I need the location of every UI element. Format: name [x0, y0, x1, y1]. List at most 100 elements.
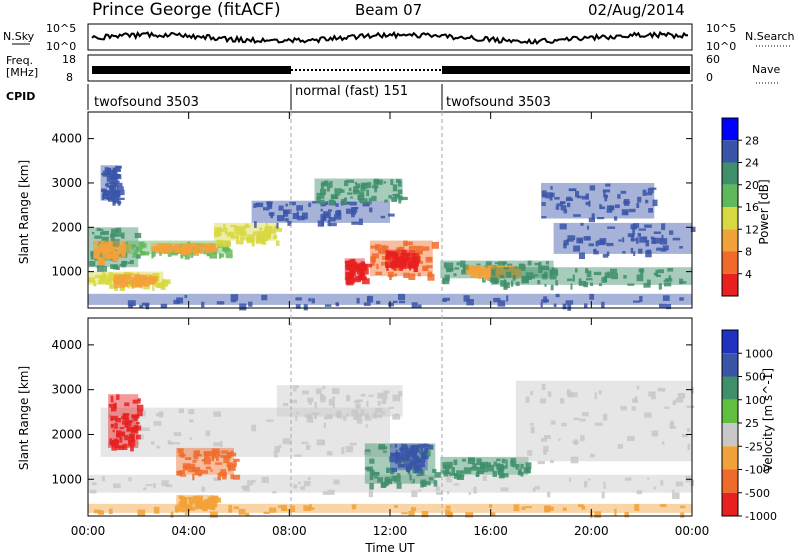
data-cell: [541, 437, 547, 442]
data-cell: [389, 444, 393, 449]
data-cell: [620, 190, 627, 194]
data-cell: [113, 181, 116, 188]
data-cell: [639, 236, 648, 243]
data-cell: [481, 469, 488, 473]
data-cell: [224, 227, 228, 235]
data-cell: [615, 204, 620, 209]
data-cell: [518, 468, 522, 474]
data-cell: [453, 483, 460, 486]
data-cell: [173, 299, 180, 305]
data-cell: [413, 251, 422, 254]
data-cell: [106, 175, 113, 182]
y-tick-label: 1000: [51, 265, 82, 279]
data-cell: [353, 186, 359, 193]
data-cell: [355, 183, 360, 189]
data-cell: [476, 458, 482, 465]
data-cell: [298, 481, 301, 485]
data-cell: [196, 500, 200, 504]
data-cell: [374, 186, 378, 193]
data-cell: [293, 484, 298, 489]
data-cell: [643, 283, 651, 288]
cpid-segment-3: twofsound 3503: [446, 95, 551, 110]
data-cell: [124, 435, 129, 441]
data-cell: [301, 390, 310, 395]
colorbar-swatch: [722, 140, 738, 163]
noise-trace: [91, 30, 689, 46]
colorbar-tick-label: 1000: [745, 347, 773, 360]
data-cell: [648, 391, 656, 397]
data-cell: [362, 278, 370, 285]
data-cell: [512, 463, 516, 468]
data-cell: [169, 246, 177, 251]
data-cell: [266, 419, 274, 422]
data-cell: [541, 202, 546, 206]
data-cell: [348, 187, 352, 192]
data-cell: [329, 181, 333, 188]
data-cell: [631, 234, 635, 242]
data-cell: [382, 255, 389, 260]
data-cell: [632, 398, 638, 403]
data-cell: [230, 300, 237, 303]
data-cell: [672, 237, 681, 241]
data-cell: [91, 482, 97, 486]
echo-region-10: [88, 503, 692, 513]
data-cell: [478, 271, 483, 277]
data-cell: [129, 260, 134, 265]
data-cell: [622, 251, 626, 254]
data-cell: [394, 475, 401, 483]
data-cell: [420, 448, 423, 452]
data-cell: [210, 469, 213, 472]
data-cell: [96, 265, 105, 272]
data-cell: [326, 185, 330, 192]
data-cell: [113, 251, 121, 254]
data-cell: [542, 275, 548, 280]
colorbar-swatch: [722, 118, 738, 141]
data-cell: [328, 399, 335, 406]
data-cell: [322, 385, 326, 390]
colorbar-tick-label: 20: [745, 179, 759, 192]
data-cell: [121, 416, 126, 419]
data-cell: [421, 452, 427, 456]
data-cell: [215, 462, 223, 465]
noise-right-tick-bottom: 10^0: [706, 40, 736, 53]
data-cell: [229, 452, 237, 457]
data-cell: [360, 393, 366, 397]
data-cell: [492, 470, 497, 477]
data-cell: [511, 280, 514, 287]
data-cell: [205, 430, 211, 437]
data-cell: [623, 199, 630, 206]
data-cell: [244, 224, 250, 228]
data-cell: [213, 497, 222, 503]
echo-region-17: [541, 183, 655, 219]
data-cell: [381, 399, 387, 404]
data-cell: [647, 187, 654, 194]
data-cell: [447, 475, 454, 479]
data-cell: [470, 466, 479, 471]
data-cell: [369, 474, 378, 479]
data-cell: [473, 486, 477, 494]
data-cell: [374, 472, 380, 475]
data-cell: [103, 231, 109, 235]
data-cell: [463, 264, 469, 271]
data-cell: [119, 434, 127, 441]
data-cell: [150, 276, 158, 282]
data-cell: [127, 427, 134, 432]
data-cell: [143, 487, 147, 491]
data-cell: [486, 464, 495, 472]
data-cell: [214, 232, 220, 238]
data-cell: [115, 418, 121, 423]
data-cell: [374, 476, 378, 479]
data-cell: [593, 271, 602, 276]
data-cell: [371, 253, 380, 259]
data-cell: [391, 196, 397, 202]
data-cell: [408, 511, 415, 516]
x-tick-label: 00:00: [71, 524, 106, 538]
data-cell: [633, 251, 636, 256]
data-cell: [398, 391, 403, 397]
data-cell: [578, 252, 585, 259]
data-cell: [273, 450, 278, 458]
data-cell: [335, 412, 338, 417]
data-cell: [211, 456, 214, 462]
data-cell: [350, 207, 358, 213]
